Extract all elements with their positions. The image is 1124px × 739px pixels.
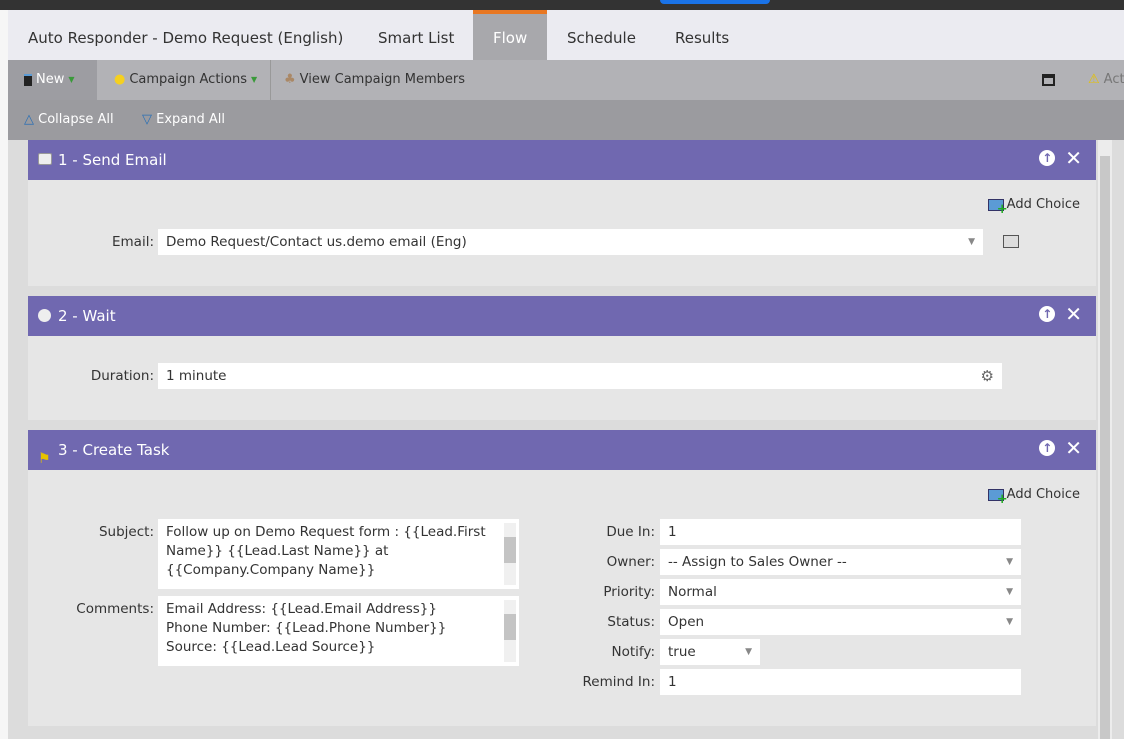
comment-line: Email Address: {{Lead.Email Address}} — [166, 601, 437, 617]
divider — [270, 60, 271, 100]
notify-label: Notify: — [611, 644, 655, 660]
priority-label: Priority: — [603, 584, 655, 600]
campaign-actions-label: Campaign Actions — [129, 72, 247, 87]
status-value: Open — [668, 614, 705, 630]
view-members-label: View Campaign Members — [299, 72, 466, 87]
members-icon: ♣ — [284, 72, 296, 87]
comments-label: Comments: — [76, 601, 154, 617]
step-title: 1 - Send Email — [58, 151, 167, 169]
add-choice-label: Add Choice — [1006, 197, 1080, 212]
tab-smart-list[interactable]: Smart List — [378, 29, 455, 47]
step-title: 3 - Create Task — [58, 441, 170, 459]
dropdown-arrow-icon: ▼ — [1006, 587, 1013, 597]
dropdown-arrow-icon: ▼ — [1006, 617, 1013, 627]
collapse-icon: △ — [24, 112, 34, 127]
status-label: Status: — [607, 614, 655, 630]
flow-step-send-email: 1 - Send Email ↑ ✕ Add Choice Email: Demo… — [28, 140, 1096, 286]
scrollbar-thumb[interactable] — [1100, 156, 1110, 739]
subject-textarea[interactable]: Follow up on Demo Request form : {{Lead.… — [158, 519, 519, 589]
dropdown-arrow-icon: ▼ — [968, 237, 975, 247]
flow-step-wait: 2 - Wait ↑ ✕ Duration: 1 minute ⚙ — [28, 296, 1096, 420]
dropdown-arrow-icon: ▼ — [1006, 557, 1013, 567]
comment-line: Source: {{Lead.Lead Source}} — [166, 639, 376, 655]
flag-icon: ⚑ — [38, 451, 51, 467]
subject-value: Follow up on Demo Request form : {{Lead.… — [166, 524, 486, 578]
scrollbar[interactable] — [504, 600, 516, 662]
step-header: 1 - Send Email ↑ ✕ — [28, 140, 1096, 180]
sub-toolbar: △ Collapse All ▽ Expand All — [8, 100, 1124, 140]
browser-pill — [660, 0, 770, 4]
expand-icon: ▽ — [142, 112, 152, 127]
close-icon[interactable]: ✕ — [1065, 436, 1082, 460]
activate-button[interactable]: ⚠ Act — [1088, 60, 1124, 100]
duration-value: 1 minute — [166, 368, 227, 384]
expand-label: Expand All — [156, 112, 226, 127]
email-label: Email: — [111, 234, 154, 250]
flow-step-create-task: ⚑ 3 - Create Task ↑ ✕ Add Choice Subject:… — [28, 430, 1096, 726]
campaign-actions-button[interactable]: ● Campaign Actions ▼ — [114, 60, 257, 100]
duration-field[interactable]: 1 minute ⚙ — [158, 363, 1002, 389]
due-in-label: Due In: — [606, 524, 655, 540]
add-choice-label: Add Choice — [1006, 487, 1080, 502]
close-icon[interactable]: ✕ — [1065, 302, 1082, 326]
owner-label: Owner: — [606, 554, 655, 570]
tab-results[interactable]: Results — [675, 29, 730, 47]
add-choice-icon — [987, 488, 1008, 507]
new-icon — [24, 74, 32, 86]
move-up-icon[interactable]: ↑ — [1039, 440, 1056, 456]
remind-in-field[interactable]: 1 — [660, 669, 1021, 695]
gear-icon[interactable]: ⚙ — [980, 367, 994, 385]
warning-icon: ⚠ — [1088, 72, 1100, 87]
subject-label: Subject: — [98, 524, 154, 540]
lightbulb-icon: ● — [114, 72, 126, 87]
view-campaign-members-button[interactable]: ♣ View Campaign Members — [284, 60, 465, 100]
browser-top-bar — [0, 0, 1124, 10]
email-value: Demo Request/Contact us.demo email (Eng) — [166, 234, 467, 250]
tab-schedule[interactable]: Schedule — [567, 29, 636, 47]
left-strip — [0, 10, 8, 739]
activate-label: Act — [1103, 72, 1124, 87]
step-title: 2 - Wait — [58, 307, 116, 325]
owner-value: -- Assign to Sales Owner -- — [668, 554, 847, 570]
add-choice-button[interactable]: Add Choice — [987, 487, 1080, 507]
tab-campaign-name[interactable]: Auto Responder - Demo Request (English) — [28, 29, 344, 47]
comments-textarea[interactable]: Email Address: {{Lead.Email Address}} Ph… — [158, 596, 519, 666]
notify-select[interactable]: true ▼ — [660, 639, 760, 665]
clock-icon — [38, 309, 51, 322]
due-in-field[interactable]: 1 — [660, 519, 1021, 545]
close-icon[interactable]: ✕ — [1065, 146, 1082, 170]
priority-select[interactable]: Normal ▼ — [660, 579, 1021, 605]
expand-all-button[interactable]: ▽ Expand All — [142, 100, 225, 140]
add-choice-icon — [987, 198, 1008, 217]
comment-line: Phone Number: {{Lead.Phone Number}} — [166, 620, 447, 636]
owner-select[interactable]: -- Assign to Sales Owner -- ▼ — [660, 549, 1021, 575]
duration-label: Duration: — [90, 368, 154, 384]
priority-value: Normal — [668, 584, 717, 600]
preview-icon[interactable] — [1003, 235, 1019, 248]
notify-value: true — [668, 644, 696, 660]
dropdown-arrow-icon: ▼ — [68, 75, 75, 84]
move-up-icon[interactable]: ↑ — [1039, 306, 1056, 322]
step-header: 2 - Wait ↑ ✕ — [28, 296, 1096, 336]
remind-in-label: Remind In: — [582, 674, 655, 690]
new-label: New — [36, 72, 65, 87]
dropdown-arrow-icon: ▼ — [745, 647, 752, 657]
collapse-all-button[interactable]: △ Collapse All — [24, 100, 114, 140]
dropdown-arrow-icon: ▼ — [251, 75, 258, 84]
status-select[interactable]: Open ▼ — [660, 609, 1021, 635]
toolbar: New ▼ ● Campaign Actions ▼ ♣ View Campai… — [8, 60, 1124, 100]
step-header: ⚑ 3 - Create Task ↑ ✕ — [28, 430, 1096, 470]
collapse-label: Collapse All — [38, 112, 114, 127]
new-button[interactable]: New ▼ — [8, 60, 97, 100]
email-select[interactable]: Demo Request/Contact us.demo email (Eng)… — [158, 229, 983, 255]
move-up-icon[interactable]: ↑ — [1039, 150, 1056, 166]
window-icon[interactable] — [1042, 60, 1055, 100]
tab-bar: Auto Responder - Demo Request (English) … — [8, 10, 1124, 60]
email-icon — [38, 153, 52, 165]
add-choice-button[interactable]: Add Choice — [987, 197, 1080, 217]
tab-flow[interactable]: Flow — [473, 10, 547, 60]
scrollbar[interactable] — [504, 523, 516, 585]
